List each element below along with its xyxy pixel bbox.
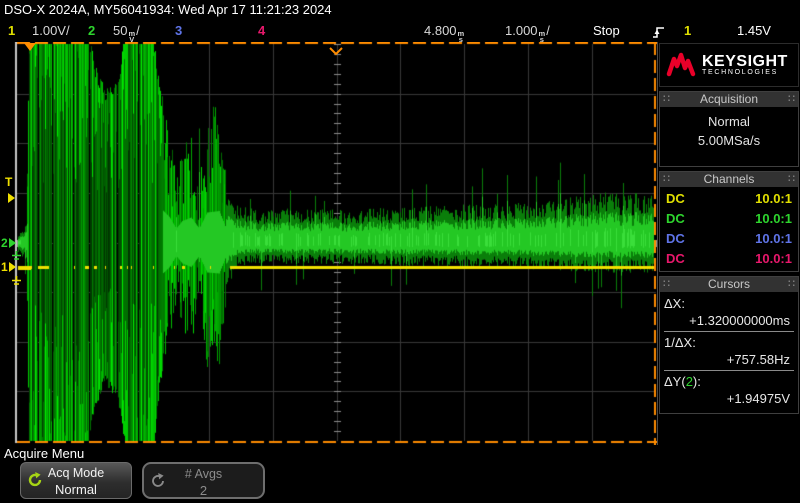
ch2-ground-icon: [11, 248, 22, 266]
keysight-logo: KEYSIGHT TECHNOLOGIES: [659, 43, 799, 87]
delta-y-label: ΔY(2):: [664, 374, 701, 389]
trigger-position-marker: [24, 43, 36, 51]
trigger-source: 1: [684, 23, 692, 38]
delta-x-value: +1.320000000ms: [689, 313, 790, 328]
softkey-label: # Avgs: [184, 467, 223, 481]
timebase-readout: 1.000 m s /: [505, 23, 550, 44]
ch2-number: 2: [88, 23, 96, 38]
delta-y-value: +1.94975V: [726, 391, 790, 406]
time-reference-marker: [329, 43, 343, 61]
ch3-probe-ratio: 10.0:1: [755, 231, 792, 246]
channel-row-4: DC 10.0:1: [660, 249, 798, 269]
cursors-panel-header: ∷ Cursors ∷: [660, 277, 798, 292]
model-serial-datetime: DSO-X 2024A, MY56041934: Wed Apr 17 11:2…: [4, 2, 332, 17]
menu-title: Acquire Menu: [4, 446, 85, 461]
ch4-number: 4: [258, 23, 266, 38]
inverse-delta-x-label: 1/ΔX:: [664, 335, 696, 350]
channels-panel: ∷ Channels ∷ DC 10.0:1 DC 10.0:1 DC 10.0…: [659, 171, 799, 272]
waveform-display: T 2 1: [0, 42, 657, 445]
ch1-scale: 1.00V/: [32, 23, 70, 38]
cycle-arrow-icon: [150, 473, 166, 494]
acq-mode-softkey[interactable]: Acq Mode Normal: [20, 462, 132, 499]
acquisition-panel-header: ∷ Acquisition ∷: [660, 92, 798, 107]
grip-icon: ∷: [663, 173, 670, 185]
title-bar: DSO-X 2024A, MY56041934: Wed Apr 17 11:2…: [0, 0, 800, 20]
delta-y-channel: 2: [685, 374, 693, 389]
trigger-edge-icon: [652, 24, 665, 46]
trigger-level-marker: T: [5, 175, 13, 189]
ch2-coupling: DC: [666, 211, 685, 226]
delta-x-label: ΔX:: [664, 296, 685, 311]
softkey-menu-bar: Acquire Menu Acq Mode Normal # Avgs 2: [0, 445, 800, 503]
keysight-spark-icon: [666, 52, 696, 77]
sample-rate: 5.00MSa/s: [697, 133, 761, 148]
softkey-value: Normal: [55, 482, 97, 497]
waveform-canvas: [0, 42, 657, 445]
grip-icon: ∷: [788, 173, 795, 185]
grip-icon: ∷: [788, 93, 795, 105]
num-avgs-softkey[interactable]: # Avgs 2: [142, 462, 265, 499]
cursors-panel: ∷ Cursors ∷ ΔX: +1.320000000ms 1/ΔX: +75…: [659, 276, 799, 414]
ch2-scale: 50 m V /: [113, 23, 140, 44]
cycle-arrow-icon: [27, 472, 43, 493]
acquisition-mode: Normal: [708, 114, 750, 129]
channel-row-3: DC 10.0:1: [660, 229, 798, 249]
brand-name: KEYSIGHT: [702, 52, 788, 70]
ch3-number: 3: [175, 23, 183, 38]
channels-title: Channels: [703, 172, 755, 186]
brand-subtitle: TECHNOLOGIES: [702, 68, 779, 76]
ch3-coupling: DC: [666, 231, 685, 246]
ch1-probe-ratio: 10.0:1: [755, 191, 792, 206]
acquisition-title: Acquisition: [699, 92, 759, 106]
channel-row-2: DC 10.0:1: [660, 209, 798, 229]
ch2-probe-ratio: 10.0:1: [755, 211, 792, 226]
softkey-value: 2: [199, 483, 208, 498]
grip-icon: ∷: [663, 93, 670, 105]
acquisition-panel: ∷ Acquisition ∷ Normal 5.00MSa/s: [659, 91, 799, 167]
inverse-delta-x-value: +757.58Hz: [726, 352, 790, 367]
run-state: Stop: [593, 23, 620, 38]
ch1-coupling: DC: [666, 191, 685, 206]
ch1-ground-marker: 1: [1, 260, 16, 274]
ch2-ground-marker: 2: [1, 236, 16, 250]
channels-panel-header: ∷ Channels ∷: [660, 172, 798, 187]
softkey-label: Acq Mode: [47, 466, 105, 480]
ch1-number: 1: [8, 23, 16, 38]
trigger-level-readout: 1.45V: [737, 23, 771, 38]
status-bar: 1 1.00V/ 2 50 m V/ 3 4 4.800 m s 1.000 m s / St…: [0, 20, 800, 44]
grip-icon: ∷: [663, 278, 670, 290]
time-offset-readout: 4.800 m s: [424, 23, 465, 44]
info-sidebar: KEYSIGHT TECHNOLOGIES ∷ Acquisition ∷ No…: [657, 42, 800, 445]
trigger-level-arrow: [8, 190, 15, 208]
ch4-coupling: DC: [666, 251, 685, 266]
cursors-title: Cursors: [707, 277, 750, 291]
ch1-ground-icon: [11, 273, 22, 291]
grip-icon: ∷: [788, 278, 795, 290]
ch4-probe-ratio: 10.0:1: [755, 251, 792, 266]
channel-row-1: DC 10.0:1: [660, 189, 798, 209]
